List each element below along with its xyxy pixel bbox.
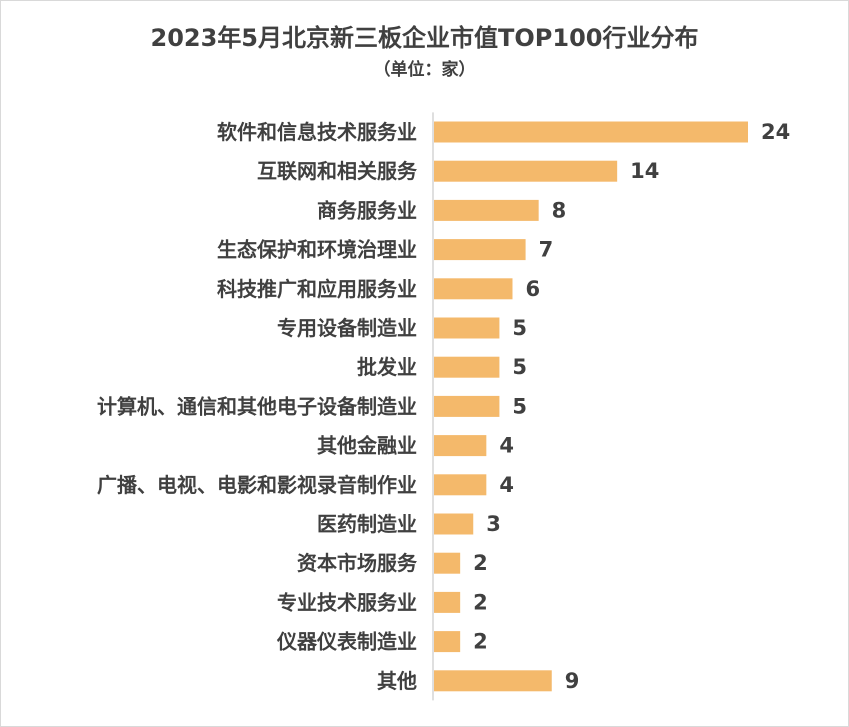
value-label: 4: [499, 473, 514, 497]
value-label: 4: [499, 434, 514, 458]
value-label: 2: [473, 551, 488, 575]
category-label: 互联网和相关服务: [257, 159, 418, 183]
bar: [434, 317, 500, 339]
category-label: 计算机、通信和其他电子设备制造业: [97, 394, 417, 418]
value-label: 14: [630, 159, 659, 183]
bar: [434, 474, 487, 496]
bar: [434, 121, 748, 143]
bar: [434, 435, 487, 457]
bar: [434, 356, 500, 378]
value-label: 9: [565, 669, 580, 693]
category-label: 批发业: [357, 355, 417, 379]
category-label: 仪器仪表制造业: [276, 630, 417, 654]
bar: [434, 591, 461, 613]
value-label: 5: [512, 355, 527, 379]
category-label: 软件和信息技术服务业: [217, 120, 417, 144]
category-label: 其他金融业: [317, 434, 417, 458]
bar: [434, 631, 461, 653]
value-label: 2: [473, 630, 488, 654]
bar: [434, 513, 474, 535]
value-label: 5: [512, 394, 527, 418]
value-label: 6: [526, 277, 541, 301]
bar: [434, 670, 552, 692]
bar: [434, 239, 526, 261]
chart-title: 2023年5月北京新三板企业市值TOP100行业分布: [150, 24, 699, 52]
category-label: 专用设备制造业: [277, 316, 417, 340]
value-label: 8: [552, 198, 567, 222]
bar: [434, 552, 461, 574]
value-label: 24: [761, 120, 790, 144]
category-label: 专业技术服务业: [277, 590, 417, 614]
value-label: 2: [473, 590, 488, 614]
category-label: 生态保护和环境治理业: [217, 238, 417, 262]
value-label: 5: [512, 316, 527, 340]
category-label: 资本市场服务: [297, 551, 418, 575]
category-label: 商务服务业: [317, 198, 417, 222]
category-label: 广播、电视、电影和影视录音制作业: [97, 473, 417, 497]
bar: [434, 395, 500, 417]
category-label: 医药制造业: [317, 512, 417, 536]
chart-subtitle: （单位：家）: [373, 60, 476, 80]
value-label: 7: [539, 238, 554, 262]
bar: [434, 160, 618, 182]
value-label: 3: [486, 512, 501, 536]
category-label: 其他: [377, 669, 417, 693]
bar: [434, 199, 539, 221]
category-label: 科技推广和应用服务业: [217, 277, 417, 301]
bar: [434, 278, 513, 300]
